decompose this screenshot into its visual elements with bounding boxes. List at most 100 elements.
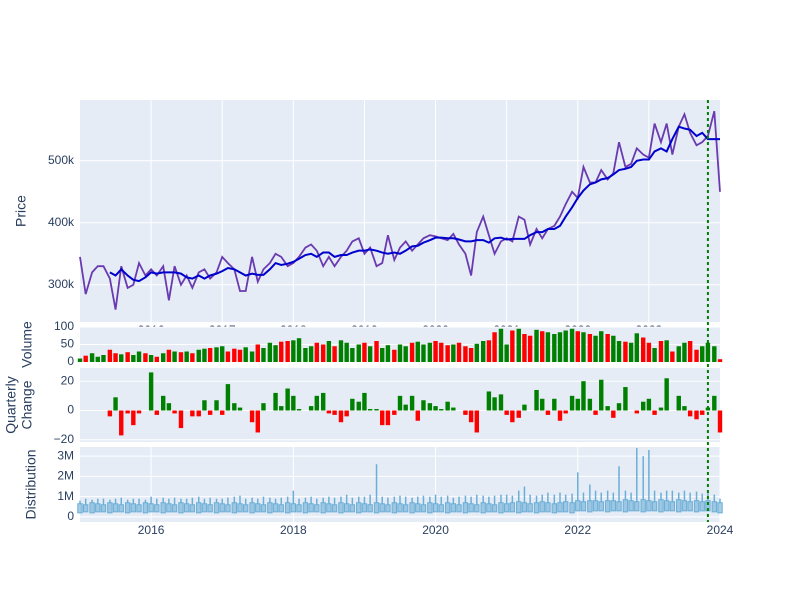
bar [338, 340, 344, 362]
y-tick-label: 1M [57, 489, 74, 503]
bar [308, 346, 314, 362]
bar [249, 351, 255, 362]
box [272, 503, 279, 513]
bar [214, 347, 219, 362]
bar [628, 342, 634, 362]
bar [113, 353, 118, 362]
box [196, 502, 202, 514]
bar [522, 404, 527, 411]
bar [338, 410, 344, 423]
bar [451, 407, 456, 411]
bar [261, 403, 266, 411]
box [397, 503, 403, 513]
box [189, 504, 196, 513]
box [171, 504, 178, 513]
bar [237, 349, 243, 362]
bar [504, 344, 509, 362]
bar [326, 341, 332, 362]
box [456, 504, 462, 513]
box [178, 502, 184, 514]
box [267, 502, 273, 514]
bar [131, 355, 136, 362]
y-tick-label: 20 [61, 373, 75, 387]
bar [439, 342, 444, 362]
bar [409, 395, 415, 411]
bar [237, 407, 243, 411]
bar [273, 392, 278, 411]
bar [575, 398, 580, 411]
bar [332, 410, 337, 415]
bar [350, 398, 355, 411]
bar [255, 344, 260, 362]
box [112, 503, 119, 513]
bar [172, 351, 177, 362]
bar [463, 346, 468, 362]
bar [486, 340, 492, 362]
box [136, 504, 142, 513]
bar [569, 328, 575, 362]
bar [581, 332, 586, 362]
bar [587, 334, 593, 362]
x-tick-label: 2020 [422, 523, 449, 537]
bar [687, 410, 693, 417]
box [213, 502, 220, 514]
bar [700, 410, 705, 415]
bar [623, 341, 628, 362]
y-tick-label: 50 [61, 337, 75, 351]
bar [534, 389, 539, 411]
bar [125, 352, 130, 362]
bar [640, 337, 646, 362]
x-tick-label: 2024 [707, 523, 734, 537]
bar [232, 348, 237, 362]
y-tick-label: 3M [57, 448, 74, 462]
bar [676, 395, 681, 411]
box [361, 503, 368, 513]
bar [593, 410, 598, 415]
bar [403, 346, 408, 362]
box [385, 504, 391, 513]
bar [676, 346, 681, 362]
bar [463, 410, 468, 415]
box [533, 502, 540, 514]
bar [136, 351, 142, 362]
bar [552, 334, 557, 362]
box [480, 502, 486, 514]
box [320, 502, 326, 514]
box [201, 503, 208, 513]
bar [468, 410, 474, 423]
bar [646, 342, 652, 362]
bar [160, 395, 166, 411]
box [539, 501, 545, 513]
bar [296, 338, 302, 362]
box [326, 503, 332, 513]
bar [670, 351, 675, 362]
box [427, 502, 433, 514]
box [575, 500, 581, 512]
bar [694, 349, 699, 362]
box [569, 502, 575, 514]
box [379, 503, 385, 513]
bar [397, 395, 403, 411]
bar [540, 398, 545, 411]
bar [652, 410, 657, 415]
bar [492, 332, 497, 362]
box [100, 504, 107, 513]
bar [166, 403, 172, 411]
bar [362, 392, 367, 411]
bar [184, 351, 189, 362]
bar [119, 354, 124, 362]
bar [623, 387, 628, 411]
bar [178, 410, 184, 429]
bar [687, 341, 693, 362]
bar [664, 340, 669, 362]
bar [392, 410, 397, 415]
bar [77, 358, 83, 362]
bar [303, 348, 308, 362]
y-tick-label: 0 [67, 509, 74, 523]
bar [225, 351, 231, 362]
box [717, 502, 723, 514]
y-tick-label: 2M [57, 469, 74, 483]
box [587, 500, 593, 513]
box [438, 504, 444, 513]
